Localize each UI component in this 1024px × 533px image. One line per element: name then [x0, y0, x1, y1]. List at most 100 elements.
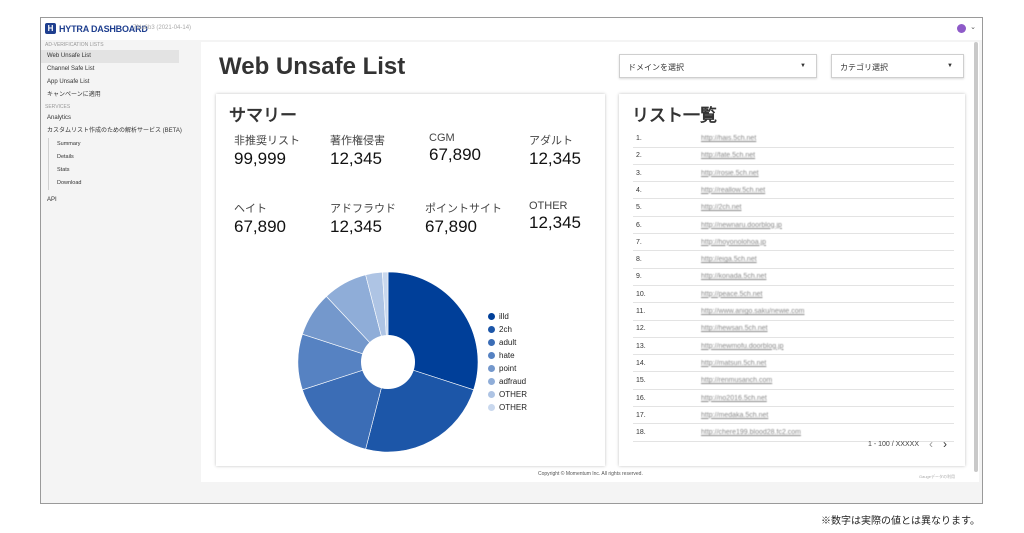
app-window: H HYTRA DASHBOARD 7fda6b3 (2021-04-14) ⌄… [40, 17, 983, 504]
sidebar-item-api[interactable]: API [47, 197, 57, 203]
list-item-url[interactable]: http://www.anigo.saku/newie.com [701, 308, 805, 315]
list-item-number: 14. [636, 359, 646, 367]
chevron-right-icon[interactable]: › [943, 437, 947, 451]
sidebar-section-ad: AD-VERIFICATION LISTS [45, 42, 104, 48]
list-item-url[interactable]: http://matsuri.5ch.net [701, 359, 767, 367]
metric-other: OTHER 12,345 [529, 200, 624, 233]
list-item-url[interactable]: http://konada.5ch.net [701, 273, 767, 281]
list-item: 14. http://matsuri.5ch.net [633, 355, 954, 373]
metric-value: 12,345 [330, 217, 382, 236]
sidebar-item-download[interactable]: Download [57, 180, 82, 186]
sidebar-item-apply-campaign[interactable]: キャンペーンに適用 [47, 92, 101, 98]
page-title: Web Unsafe List [219, 53, 406, 80]
legend-swatch [488, 352, 495, 359]
sidebar: AD-VERIFICATION LISTS Web Unsafe List Ch… [41, 40, 186, 503]
legend-label: adult [499, 338, 517, 347]
list-item-url[interactable]: http://newmofu.doorblog.jp [701, 342, 784, 350]
list-item: 15. http://renmusanch.com [633, 372, 954, 390]
list-item: 1. http://hais.5ch.net [633, 130, 954, 148]
metric-copyright: 著作権侵害 12,345 [330, 132, 425, 169]
metric-value: 99,999 [234, 149, 286, 168]
list-item-number: 8. [636, 256, 642, 264]
list-item-url[interactable]: http://peace.5ch.net [701, 290, 763, 298]
list-item: 11. http://www.anigo.saku/newie.com [633, 303, 954, 321]
legend-swatch [488, 326, 495, 333]
list-item: 2. http://fate.5ch.net [633, 147, 954, 165]
logo[interactable]: H HYTRA DASHBOARD [45, 23, 148, 34]
pagination: 1 - 100 / XXXXX ‹ › [868, 437, 947, 451]
sidebar-section-services: SERVICES [45, 104, 71, 110]
caret-down-icon: ▼ [947, 63, 953, 69]
footer-copyright: Copyright © Momentum Inc. All rights res… [538, 471, 643, 477]
list-item-url[interactable]: http://renmusanch.com [701, 377, 773, 385]
category-select[interactable]: カテゴリ選択 ▼ [831, 54, 964, 78]
sidebar-item-stats[interactable]: Stats [57, 167, 70, 173]
sidebar-item-analytics[interactable]: Analytics [47, 115, 72, 121]
sidebar-item-app-unsafe-list[interactable]: App Unsafe List [47, 79, 90, 85]
list-item-url[interactable]: http://hewsan.5ch.net [701, 325, 768, 333]
sidebar-item-summary[interactable]: Summary [57, 141, 81, 147]
metric-value: 12,345 [529, 213, 581, 232]
list-item: 3. http://rosie.5ch.net [633, 165, 954, 183]
sidebar-item-details[interactable]: Details [57, 154, 74, 160]
metric-label: ヘイト [234, 203, 267, 215]
metric-value: 12,345 [330, 149, 382, 168]
legend-label: OTHER [499, 403, 527, 412]
logo-text: HYTRA DASHBOARD [59, 23, 148, 34]
category-select-label: カテゴリ選択 [840, 63, 888, 72]
footer-link[interactable]: Gaugeデータの利用 [919, 474, 956, 479]
list-item-number: 11. [636, 308, 646, 315]
pagination-label: 1 - 100 / XXXXX [868, 440, 919, 448]
list-item: 10. http://peace.5ch.net [633, 286, 954, 304]
list-item-url[interactable]: http://eiga.5ch.net [701, 256, 757, 264]
top-bar: H HYTRA DASHBOARD 7fda6b3 (2021-04-14) ⌄ [41, 18, 982, 40]
metric-value: 67,890 [425, 217, 477, 236]
metric-adfraud: アドフラウド 12,345 [330, 200, 425, 237]
list-item-url[interactable]: http://medaka.5ch.net [701, 411, 769, 419]
disclaimer-note: ※数字は実際の値とは異なります。 [821, 516, 980, 527]
donut-chart [296, 270, 480, 454]
legend-label: 2ch [499, 325, 512, 334]
list-item: 6. http://newnaru.doorblog.jp [633, 217, 954, 234]
list-item-url[interactable]: http://reallow.5ch.net [701, 186, 766, 194]
metric-deprecated: 非推奨リスト 99,999 [234, 132, 329, 169]
list-item-url[interactable]: http://fate.5ch.net [701, 152, 756, 160]
list-item-number: 2. [636, 152, 642, 160]
list-item-url[interactable]: http://newnaru.doorblog.jp [701, 221, 782, 229]
user-avatar[interactable] [957, 24, 966, 33]
list-item-number: 6. [636, 221, 642, 229]
logo-icon: H [45, 23, 56, 34]
list-item-url[interactable]: http://hoyonolohoa.jp [701, 238, 766, 246]
list-item-number: 12. [636, 325, 646, 333]
legend-swatch [488, 391, 495, 398]
scrollbar[interactable] [974, 42, 978, 472]
domain-select[interactable]: ドメインを選択 ▼ [619, 54, 817, 78]
chevron-left-icon[interactable]: ‹ [929, 437, 933, 451]
list-item-url[interactable]: http://chere199.blood28.fc2.com [701, 429, 802, 437]
list-item: 4. http://reallow.5ch.net [633, 182, 954, 200]
sidebar-item-web-unsafe-list[interactable]: Web Unsafe List [41, 50, 179, 63]
list-item-url[interactable]: http://rosie.5ch.net [701, 169, 759, 177]
metric-label: 非推奨リスト [234, 135, 300, 147]
chart-legend: illd 2ch adult hate point adfraud OTHER OTHER [488, 310, 527, 414]
list-item-url[interactable]: http://hais.5ch.net [701, 135, 757, 142]
list-item-url[interactable]: http://no2016.5ch.net [701, 394, 767, 402]
list-item-number: 3. [636, 169, 642, 177]
legend-label: point [499, 364, 517, 373]
metric-label: ポイントサイト [425, 203, 502, 215]
donut-hole [361, 335, 415, 389]
sidebar-item-channel-safe-list[interactable]: Channel Safe List [47, 66, 95, 72]
chevron-down-icon[interactable]: ⌄ [970, 24, 976, 31]
metric-value: 67,890 [234, 217, 286, 236]
sidebar-item-custom-analysis[interactable]: カスタムリスト作成のための解析サービス (BETA) [47, 128, 182, 134]
metric-hate: ヘイト 67,890 [234, 200, 329, 237]
list-item: 9. http://konada.5ch.net [633, 268, 954, 286]
legend-item: OTHER [488, 388, 527, 401]
pie-slice-adult-2[interactable] [302, 361, 389, 450]
metric-adult: アダルト 12,345 [529, 132, 624, 169]
list-item-url[interactable]: http://2ch.net [701, 204, 742, 212]
list-item: 18. http://chere199.blood28.fc2.com [633, 424, 954, 442]
legend-swatch [488, 339, 495, 346]
summary-title: サマリー [229, 106, 297, 125]
legend-swatch [488, 365, 495, 372]
